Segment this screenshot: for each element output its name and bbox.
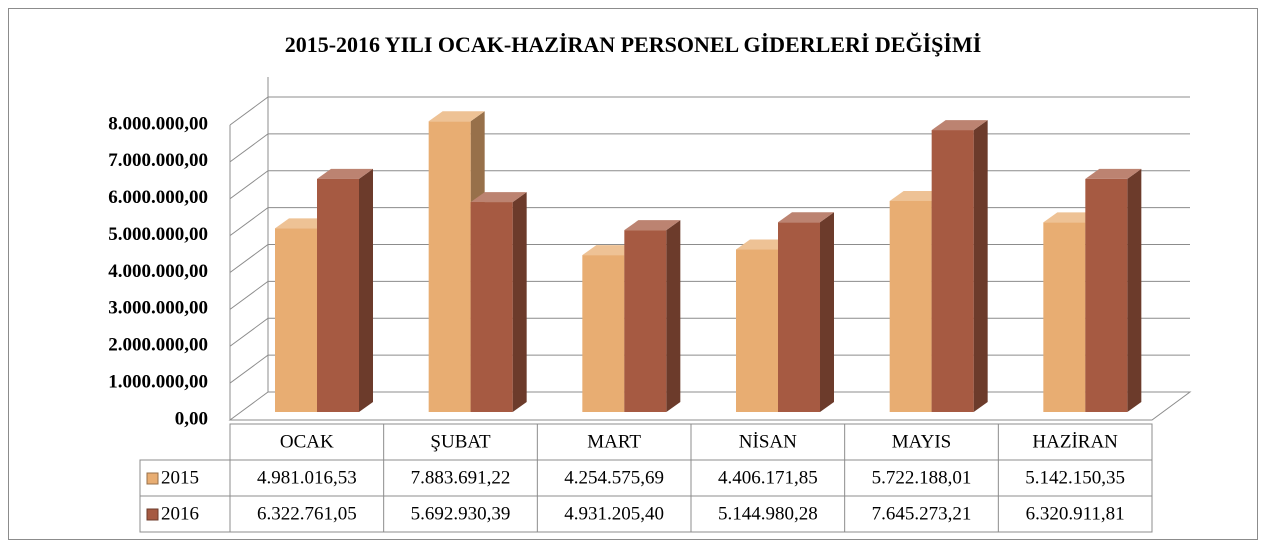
y-tick-label: 6.000.000,00 — [108, 187, 208, 208]
table-value: 4.406.171,85 — [718, 467, 818, 488]
bar — [931, 120, 988, 412]
bar — [624, 220, 681, 412]
legend-key — [146, 472, 159, 485]
table-value: 6.320.911,81 — [1026, 503, 1125, 524]
bar — [1085, 168, 1142, 412]
legend-key — [146, 508, 159, 521]
table-value: 7.883.691,22 — [411, 467, 511, 488]
bar-front — [889, 200, 932, 412]
table-value: 4.981.016,53 — [257, 467, 357, 488]
chart-title: 2015-2016 YILI OCAK-HAZİRAN PERSONEL GİD… — [285, 32, 982, 57]
bar-side — [973, 120, 988, 412]
table-value: 5.144.980,28 — [718, 503, 818, 524]
bar-top — [778, 212, 834, 223]
bar-side — [359, 168, 373, 412]
bar-side — [820, 212, 834, 412]
bar-top — [317, 168, 373, 179]
bar-top — [624, 220, 681, 231]
y-tick-label: 5.000.000,00 — [108, 224, 208, 245]
y-tick-label: 4.000.000,00 — [108, 261, 208, 282]
x-tick-label: MAYIS — [892, 431, 952, 452]
y-tick-label: 7.000.000,00 — [108, 150, 208, 171]
x-tick-label: HAZİRAN — [1032, 431, 1118, 452]
bar-front — [317, 178, 359, 412]
bar-front — [624, 230, 667, 412]
bar-front — [778, 222, 820, 412]
y-tick-label: 3.000.000,00 — [108, 298, 208, 319]
y-tick-label: 8.000.000,00 — [108, 113, 208, 134]
bar-front — [275, 228, 317, 412]
legend-label: 2015 — [161, 467, 199, 488]
bar-side — [1127, 168, 1142, 412]
table-value: 5.692.930,39 — [411, 503, 511, 524]
bar — [470, 192, 527, 412]
x-tick-label: ŞUBAT — [430, 431, 491, 452]
table-value: 7.645.273,21 — [872, 503, 972, 524]
table-value: 5.722.188,01 — [872, 467, 972, 488]
bar-front — [428, 121, 471, 413]
bar-top — [470, 192, 527, 203]
bar-front — [470, 202, 513, 412]
bar-front — [736, 249, 778, 412]
y-tick-label: 2.000.000,00 — [108, 335, 208, 356]
x-tick-label: NİSAN — [739, 431, 797, 452]
table-value: 5.142.150,35 — [1025, 467, 1125, 488]
bar-side — [666, 220, 681, 412]
x-tick-label: MART — [587, 431, 641, 452]
bar-side — [512, 192, 527, 412]
bar-front — [1043, 222, 1086, 412]
bar-top — [428, 111, 485, 122]
y-tick-label: 1.000.000,00 — [108, 371, 208, 392]
x-tick-label: OCAK — [280, 431, 334, 452]
y-tick-label: 0,00 — [175, 408, 208, 429]
bar-front — [582, 255, 625, 412]
table-value: 4.931.205,40 — [564, 503, 664, 524]
bar-top — [1085, 168, 1142, 179]
bar-front — [1085, 178, 1128, 412]
bar-top — [931, 120, 988, 131]
bar — [778, 212, 834, 412]
table-value: 6.322.761,05 — [257, 503, 357, 524]
legend-label: 2016 — [161, 503, 199, 524]
bar — [317, 168, 373, 412]
bar-front — [931, 130, 974, 412]
table-value: 4.254.575,69 — [564, 467, 664, 488]
